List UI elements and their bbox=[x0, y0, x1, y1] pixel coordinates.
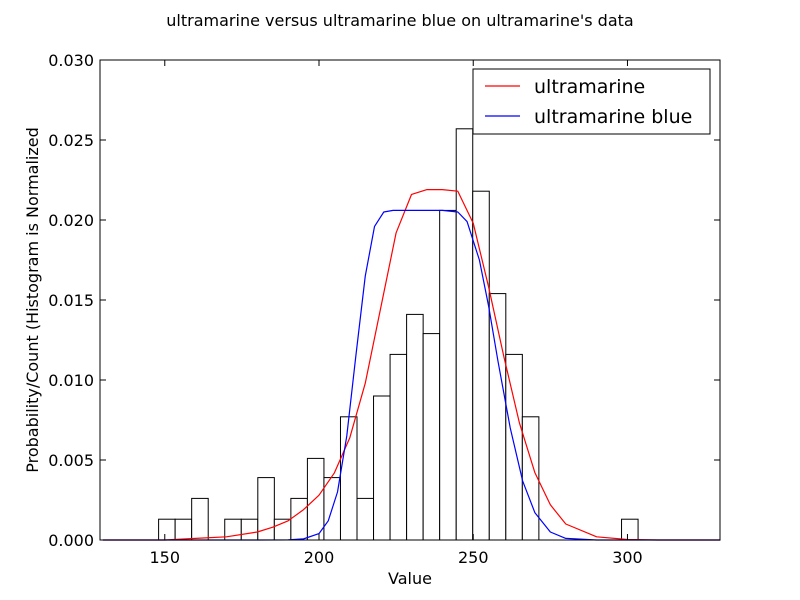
series-line-ultramarine bbox=[102, 189, 721, 541]
histogram-bar bbox=[488, 293, 507, 541]
y-tick-label: 0.025 bbox=[48, 131, 94, 150]
y-tick-label: 0.005 bbox=[48, 451, 94, 470]
histogram-bar bbox=[158, 518, 176, 541]
histogram-bar bbox=[373, 395, 391, 541]
legend-label-ultramarine-blue: ultramarine blue bbox=[534, 106, 692, 128]
y-tick-label: 0.000 bbox=[48, 531, 94, 550]
density-curves bbox=[102, 189, 721, 541]
histogram-bar bbox=[439, 209, 457, 541]
y-axis-ticks: 0.000 0.005 0.010 0.015 0.020 0.025 0.030 bbox=[48, 51, 720, 550]
legend-label-ultramarine: ultramarine bbox=[534, 76, 645, 98]
series-line-ultramarine-blue bbox=[102, 209, 721, 541]
histogram-bar bbox=[339, 416, 358, 541]
histogram-bar bbox=[621, 518, 639, 541]
histogram-bar bbox=[174, 518, 193, 541]
histogram-bar bbox=[240, 518, 259, 541]
histogram-bar bbox=[422, 333, 441, 541]
histogram-bar bbox=[472, 190, 490, 541]
y-tick-label: 0.010 bbox=[48, 371, 94, 390]
chart-title: ultramarine versus ultramarine blue on u… bbox=[166, 11, 633, 30]
y-axis-label: Probability/Count (Histogram is Normaliz… bbox=[23, 127, 42, 473]
histogram-bar bbox=[356, 497, 375, 541]
histogram-bar bbox=[455, 128, 474, 541]
legend: ultramarine ultramarine blue bbox=[472, 68, 711, 135]
histogram-bar bbox=[273, 518, 292, 541]
x-axis-label: Value bbox=[388, 569, 432, 588]
histogram-bar bbox=[389, 353, 408, 541]
x-tick-label: 150 bbox=[150, 548, 181, 567]
histogram-bar bbox=[406, 313, 424, 541]
y-tick-label: 0.020 bbox=[48, 211, 94, 230]
legend-box bbox=[472, 68, 711, 135]
histogram-bar bbox=[505, 353, 523, 541]
x-tick-label: 200 bbox=[304, 548, 335, 567]
histogram-bars bbox=[158, 128, 639, 541]
histogram-bar bbox=[290, 497, 308, 541]
histogram-bar bbox=[306, 457, 325, 541]
y-tick-label: 0.030 bbox=[48, 51, 94, 70]
x-tick-label: 300 bbox=[612, 548, 643, 567]
x-axis-ticks: 150 200 250 300 bbox=[150, 60, 643, 567]
histogram-bar bbox=[521, 416, 540, 541]
y-tick-label: 0.015 bbox=[48, 291, 94, 310]
histogram-bar bbox=[191, 497, 209, 541]
x-tick-label: 250 bbox=[458, 548, 489, 567]
